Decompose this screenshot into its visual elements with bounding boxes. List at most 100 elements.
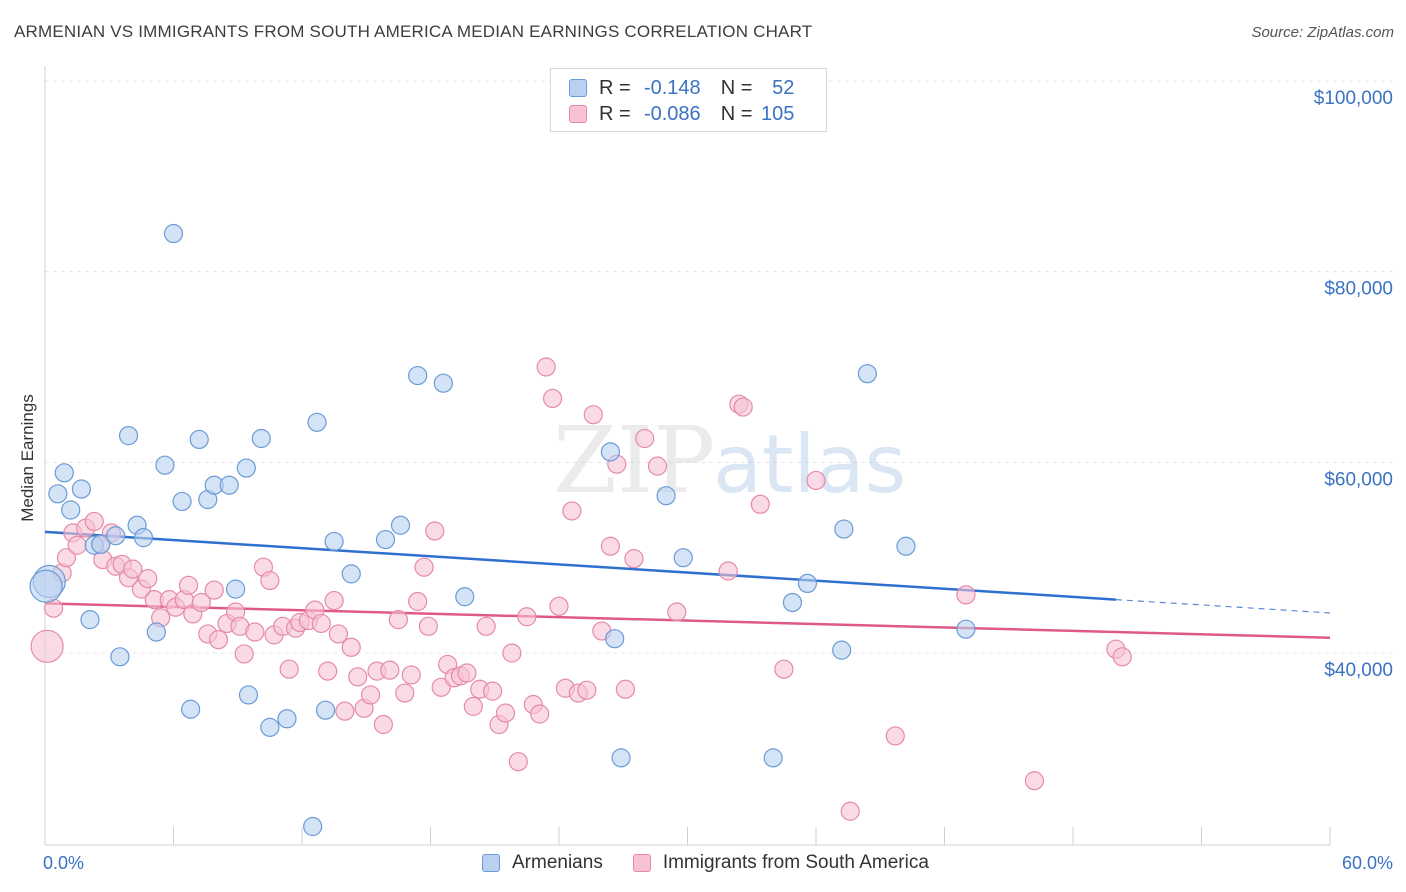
data-point-immigrants	[324, 590, 344, 611]
y-tick-label: $60,000	[1324, 469, 1393, 490]
data-point-armenians	[71, 479, 92, 499]
legend-swatch-blue	[569, 79, 587, 97]
data-point-armenians	[29, 569, 63, 603]
axes	[44, 66, 1331, 846]
legend-swatch-pink	[632, 854, 651, 872]
data-point-armenians	[857, 364, 878, 384]
data-point-immigrants	[341, 637, 361, 657]
data-point-immigrants	[138, 569, 158, 589]
data-point-immigrants	[56, 548, 77, 568]
legend-r-value: -0.086	[643, 102, 701, 125]
data-point-immigrants	[245, 622, 265, 642]
data-point-armenians	[80, 610, 100, 630]
legend-n-label: N =	[720, 76, 753, 99]
x-tick-label: 0.0%	[43, 853, 84, 873]
y-tick-labels: $40,000 $60,000 $80,000 $100,000	[1314, 88, 1393, 681]
data-point-immigrants	[204, 580, 224, 600]
data-point-armenians	[763, 748, 783, 768]
data-point-armenians	[834, 519, 854, 539]
data-point-armenians	[189, 429, 209, 450]
trend-line-armenians	[44, 530, 1116, 601]
data-point-immigrants	[431, 677, 451, 697]
data-point-immigrants	[750, 494, 770, 514]
data-point-armenians	[303, 816, 323, 837]
data-point-immigrants	[840, 801, 860, 821]
data-point-immigrants	[577, 680, 597, 700]
data-point-armenians	[238, 685, 259, 705]
data-point-armenians	[236, 458, 256, 478]
data-point-immigrants	[418, 616, 438, 636]
data-point-immigrants	[123, 559, 143, 579]
data-point-immigrants	[408, 591, 428, 612]
data-point-armenians	[61, 500, 81, 520]
x-tick-label: 60.0%	[1342, 853, 1393, 873]
data-point-immigrants	[335, 701, 355, 721]
data-point-armenians	[110, 647, 130, 667]
watermark: ZIP atlas	[553, 407, 906, 514]
watermark-atlas: atlas	[713, 418, 906, 511]
data-point-immigrants	[360, 685, 381, 705]
data-point-armenians	[896, 536, 916, 556]
data-point-immigrants	[401, 665, 421, 685]
data-point-armenians	[251, 428, 271, 449]
trend-line-armenians-extension	[1115, 599, 1331, 614]
data-point-immigrants	[508, 752, 528, 772]
data-point-armenians	[106, 526, 126, 546]
series-legend: Armenians Immigrants from South America	[482, 852, 959, 874]
data-point-armenians	[605, 629, 625, 649]
data-point-immigrants	[380, 660, 400, 680]
data-point-immigrants	[615, 679, 635, 699]
data-point-immigrants	[279, 659, 299, 679]
data-point-armenians	[118, 426, 139, 446]
data-point-immigrants	[502, 643, 522, 663]
data-point-armenians	[181, 699, 201, 719]
legend-label-armenians: Armenians	[512, 852, 603, 873]
data-point-immigrants	[517, 607, 537, 627]
source-label: Source: ZipAtlas.com	[1251, 24, 1394, 41]
data-point-armenians	[782, 592, 803, 613]
data-point-armenians	[48, 484, 68, 504]
data-point-immigrants	[388, 610, 408, 630]
legend-n-value: 52	[772, 76, 795, 99]
data-point-immigrants	[549, 596, 569, 616]
y-tick-label: $40,000	[1324, 660, 1393, 681]
data-point-immigrants	[67, 535, 87, 555]
watermark-zip: ZIP	[553, 407, 715, 514]
data-point-armenians	[600, 442, 621, 462]
data-point-immigrants	[1112, 647, 1132, 667]
data-point-armenians	[155, 455, 175, 475]
data-point-immigrants	[463, 696, 483, 716]
data-point-immigrants	[348, 667, 368, 687]
data-point-immigrants	[774, 659, 794, 679]
data-point-immigrants	[476, 616, 496, 636]
legend-r-value: -0.148	[643, 76, 701, 99]
data-point-immigrants	[191, 592, 211, 613]
data-point-immigrants	[600, 536, 621, 556]
data-point-immigrants	[956, 585, 976, 605]
data-point-armenians	[611, 748, 631, 768]
y-tick-label: $100,000	[1314, 88, 1393, 109]
series-immigrants-points	[30, 357, 1132, 821]
data-point-armenians	[956, 619, 976, 639]
data-point-immigrants	[635, 428, 655, 449]
data-point-immigrants	[885, 726, 905, 746]
legend-item-immigrants: Immigrants from South America	[632, 852, 929, 874]
correlation-legend: R = -0.148 N = 52 R = -0.086 N = 105	[550, 68, 827, 132]
y-axis-label: Median Earnings	[18, 394, 37, 522]
data-point-armenians	[54, 463, 74, 483]
data-point-armenians	[797, 573, 818, 594]
data-point-armenians	[219, 475, 239, 495]
data-point-armenians	[656, 486, 676, 506]
legend-row-immigrants: R = -0.086 N = 105	[569, 102, 794, 126]
data-point-armenians	[455, 587, 475, 607]
legend-row-armenians: R = -0.148 N = 52	[569, 76, 794, 100]
data-point-immigrants	[395, 683, 415, 703]
data-point-immigrants	[1024, 771, 1045, 791]
data-point-armenians	[91, 534, 111, 554]
data-point-immigrants	[542, 388, 563, 409]
chart-title: ARMENIAN VS IMMIGRANTS FROM SOUTH AMERIC…	[14, 22, 813, 41]
legend-r-label: R =	[599, 102, 631, 125]
data-point-immigrants	[536, 357, 556, 377]
legend-n-label: N =	[720, 102, 753, 125]
